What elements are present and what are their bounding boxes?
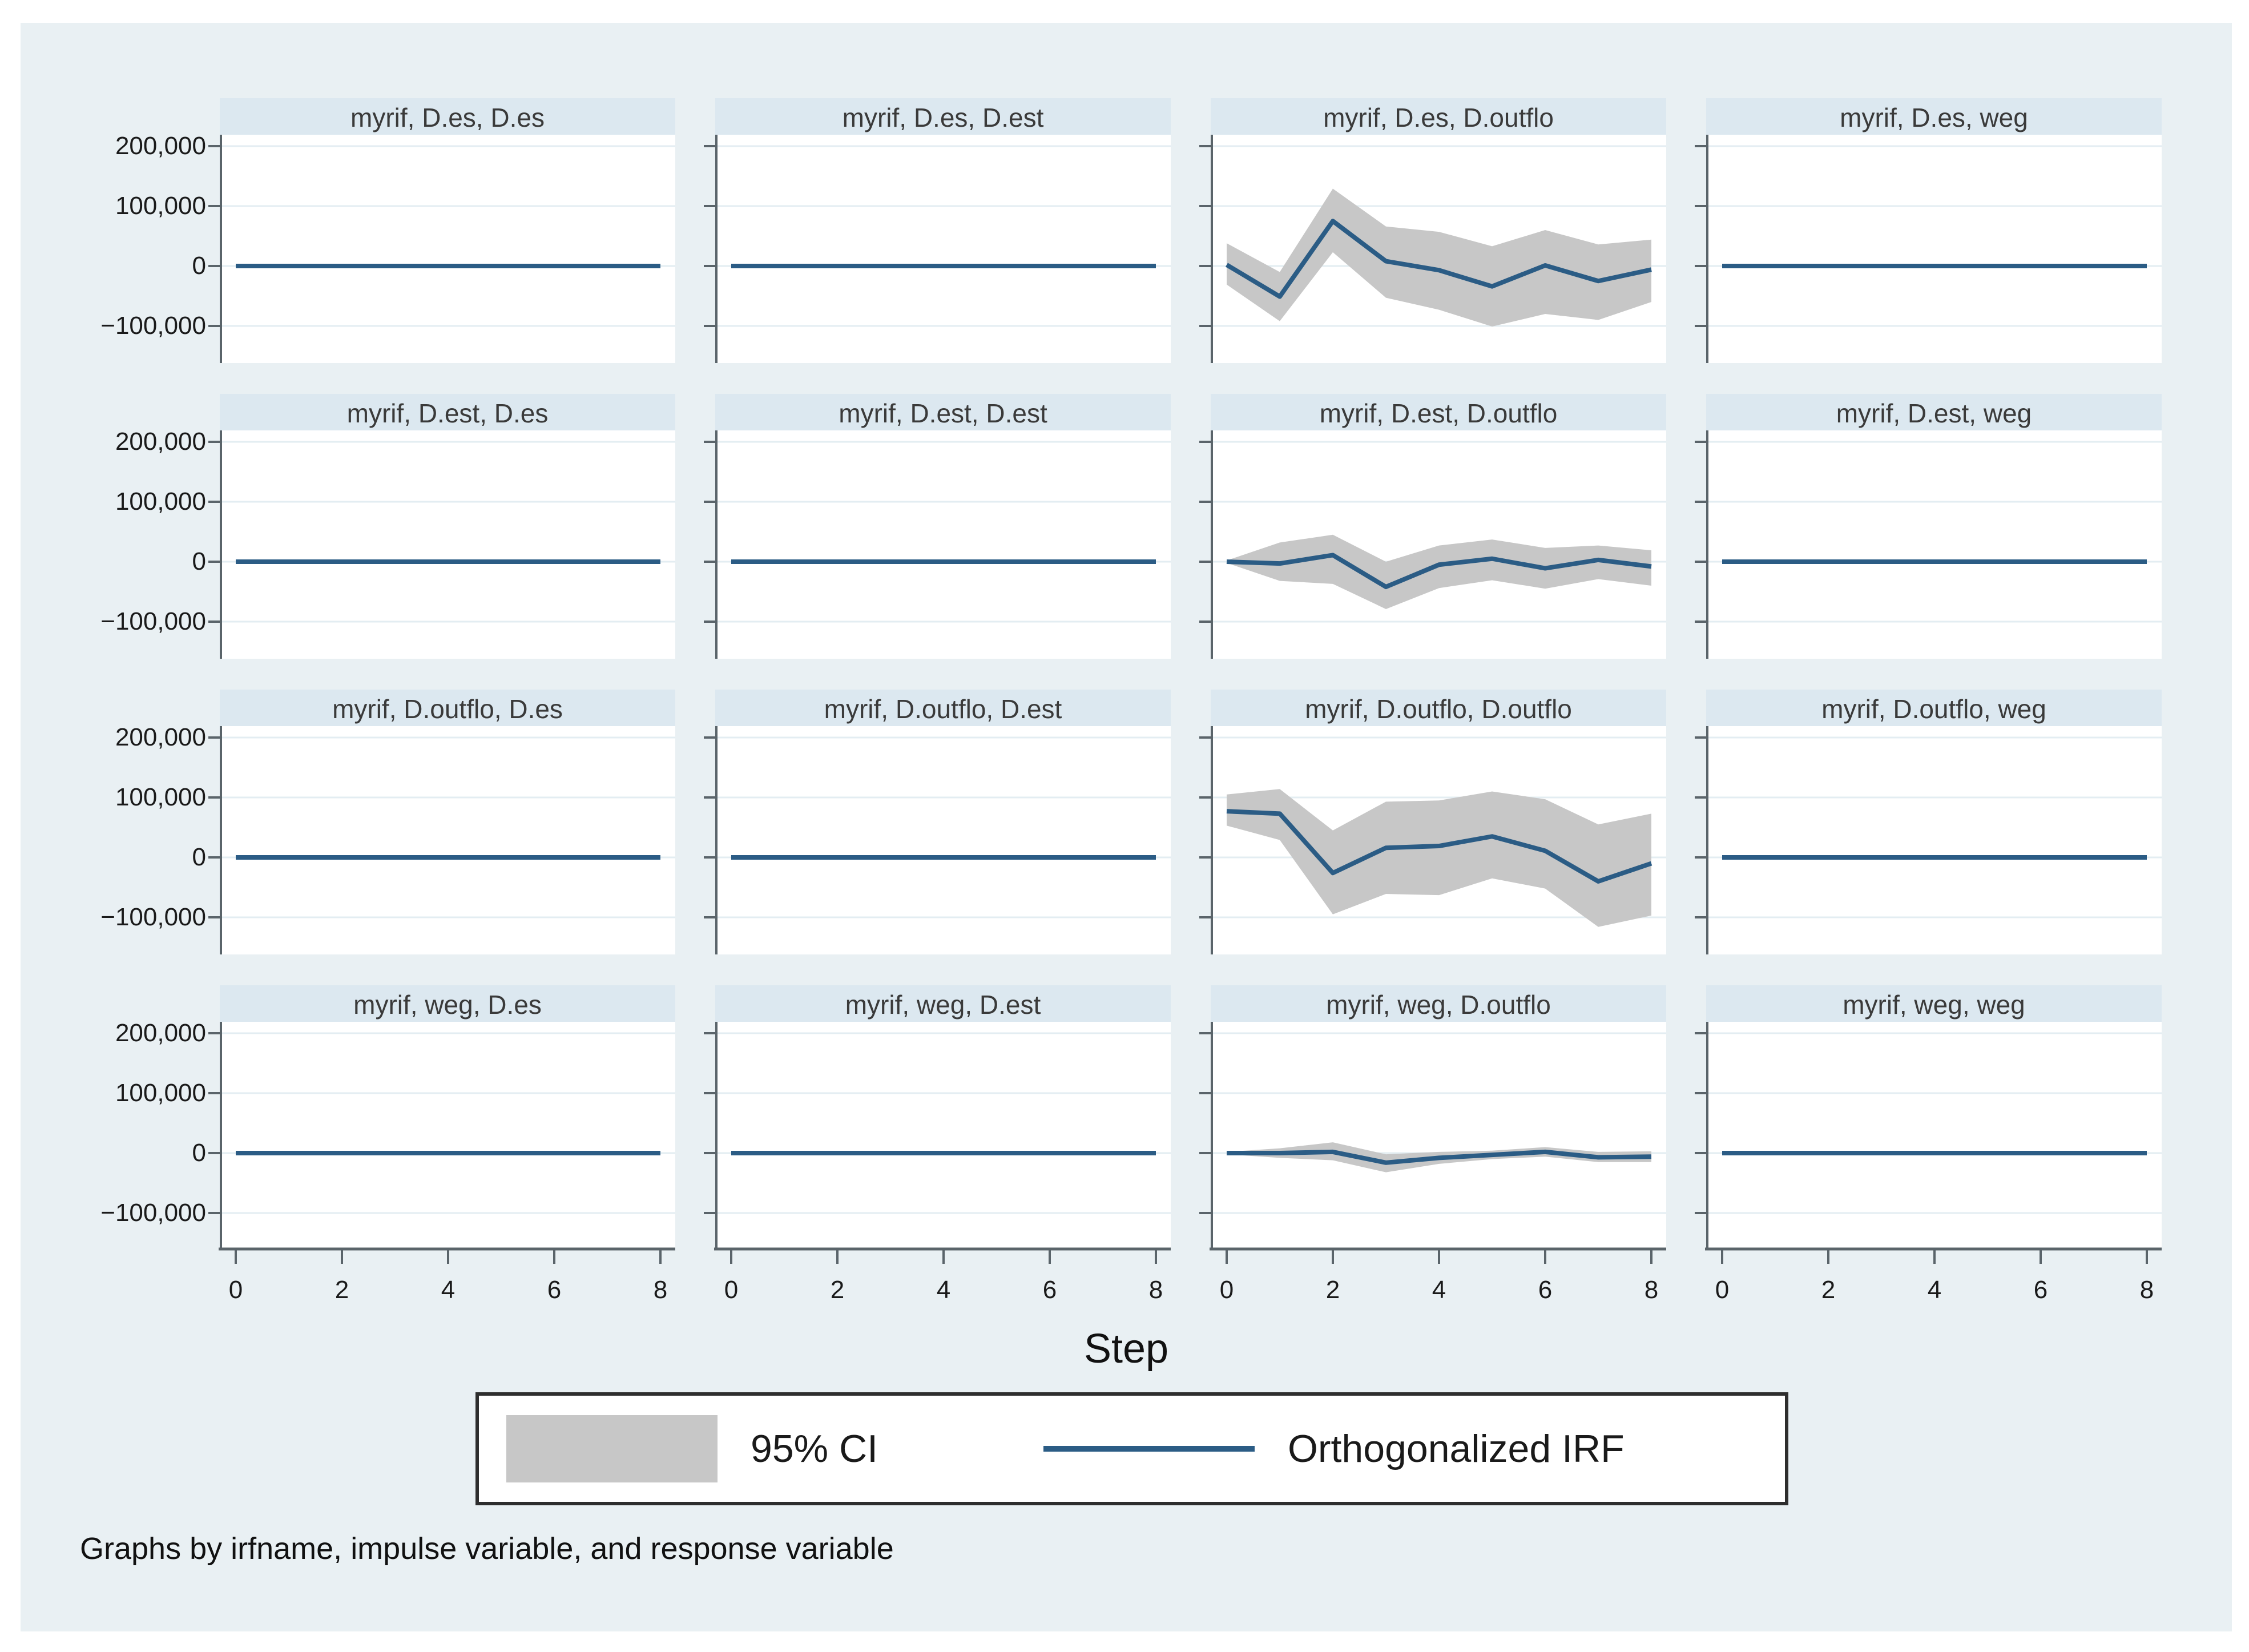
plot-background [220, 430, 675, 659]
ci-band [1227, 789, 1651, 927]
irf-legend-label: Orthogonalized IRF [1288, 1427, 1625, 1470]
panel-plot [208, 1022, 675, 1264]
panel-plot [704, 135, 1171, 363]
x-tick-label: 0 [228, 1276, 243, 1304]
panel-title: myrif, D.es, D.es [220, 98, 675, 135]
panel-title: myrif, D.outflo, D.es [220, 690, 675, 726]
y-tick-label: 0 [192, 252, 206, 280]
panel-title: myrif, D.outflo, D.outflo [1211, 690, 1666, 726]
x-tick-label: 2 [1821, 1276, 1836, 1304]
x-tick-label: 8 [653, 1276, 668, 1304]
x-tick-label: 2 [830, 1276, 845, 1304]
x-tick-label: 4 [1432, 1276, 1446, 1304]
panel-title: myrif, D.es, weg [1706, 98, 2162, 135]
x-tick-label: 0 [1219, 1276, 1234, 1304]
panel-title: myrif, D.outflo, weg [1706, 690, 2162, 726]
x-tick-label: 6 [1042, 1276, 1057, 1304]
panel-plot [1695, 135, 2162, 363]
panel-plot [208, 430, 675, 659]
panel-plot [1199, 726, 1666, 954]
panel-title: myrif, weg, D.est [715, 985, 1171, 1022]
y-tick-label: 0 [192, 547, 206, 575]
y-tick-label: 100,000 [115, 1079, 206, 1107]
plot-background [715, 1022, 1171, 1250]
panel-title: myrif, D.est, D.es [220, 394, 675, 430]
y-tick-label: 200,000 [115, 723, 206, 751]
panel-title: myrif, weg, D.es [220, 985, 675, 1022]
irf-line [1227, 1149, 1652, 1165]
by-note-caption: Graphs by irfname, impulse variable, and… [80, 1532, 894, 1566]
x-tick-label: 0 [724, 1276, 739, 1304]
y-tick-label: −100,000 [100, 607, 206, 635]
irf-line-legend-swatch [1043, 1446, 1255, 1452]
y-tick-label: 0 [192, 843, 206, 871]
legend: 95% CI Orthogonalized IRF [475, 1392, 1788, 1505]
plot-background [220, 135, 675, 363]
panel-title: myrif, weg, D.outflo [1211, 985, 1666, 1022]
x-tick-label: 8 [1644, 1276, 1659, 1304]
panel-title: myrif, D.est, D.outflo [1211, 394, 1666, 430]
panel-title: myrif, D.es, D.outflo [1211, 98, 1666, 135]
irf-line [1225, 219, 1652, 299]
plot-background [220, 1022, 675, 1250]
panel-title: myrif, weg, weg [1706, 985, 2162, 1022]
plot-background [1706, 1022, 2162, 1250]
panel-plot [704, 726, 1171, 954]
panel-plot [208, 135, 675, 363]
plot-background [715, 135, 1171, 363]
panel-plot [704, 430, 1171, 659]
y-tick-label: 100,000 [115, 192, 206, 220]
x-tick-label: 2 [1325, 1276, 1340, 1304]
x-tick-label: 0 [1715, 1276, 1730, 1304]
x-tick-label: 8 [2139, 1276, 2154, 1304]
x-tick-label: 6 [2033, 1276, 2048, 1304]
panel-title: myrif, D.es, D.est [715, 98, 1171, 135]
x-tick-label: 2 [334, 1276, 349, 1304]
panel-plot [1695, 726, 2162, 954]
ci-band-legend-swatch [506, 1415, 718, 1482]
x-tick-label: 4 [441, 1276, 456, 1304]
y-tick-label: 200,000 [115, 132, 206, 160]
y-tick-label: −100,000 [100, 312, 206, 340]
plot-background [1706, 430, 2162, 659]
panel-plot [1199, 1022, 1666, 1264]
plot-background [1706, 726, 2162, 954]
panel-plot [1199, 135, 1666, 363]
graph-area: myrif, D.es, D.es 200,000 100,000 0 −100,000… [21, 23, 2232, 1631]
plot-background [715, 726, 1171, 954]
plot-background [1211, 1022, 1666, 1250]
y-tick-label: 100,000 [115, 783, 206, 811]
irf-line [1226, 809, 1653, 884]
plot-background [715, 430, 1171, 659]
y-tick-label: 100,000 [115, 487, 206, 515]
panel-plot [208, 726, 675, 954]
panel-title: myrif, D.outflo, D.est [715, 690, 1171, 726]
x-tick-label: 4 [1927, 1276, 1942, 1304]
x-tick-label: 6 [547, 1276, 562, 1304]
panel-grid: myrif, D.es, D.es 200,000 100,000 0 −100,000… [21, 23, 2232, 1631]
y-tick-label: −100,000 [100, 903, 206, 931]
y-tick-label: 200,000 [115, 428, 206, 456]
irf-line [1226, 553, 1652, 590]
plot-background [1706, 135, 2162, 363]
panel-title: myrif, D.est, D.est [715, 394, 1171, 430]
plot-background [220, 726, 675, 954]
panel-plot [1695, 1022, 2162, 1264]
y-tick-label: −100,000 [100, 1199, 206, 1227]
x-tick-label: 8 [1148, 1276, 1163, 1304]
y-tick-label: 200,000 [115, 1019, 206, 1047]
y-tick-label: 0 [192, 1139, 206, 1167]
x-axis-title: Step [1083, 1326, 1169, 1372]
panel-plot [1695, 430, 2162, 659]
panel-plot [1199, 430, 1666, 659]
x-tick-label: 6 [1538, 1276, 1553, 1304]
panel-title: myrif, D.est, weg [1706, 394, 2162, 430]
ci-legend-label: 95% CI [751, 1427, 878, 1470]
x-tick-label: 4 [936, 1276, 951, 1304]
panel-plot [704, 1022, 1171, 1264]
